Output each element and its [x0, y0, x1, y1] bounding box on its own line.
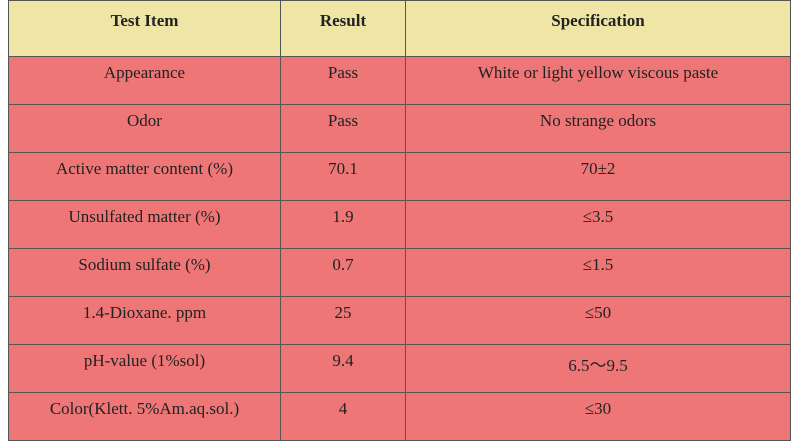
table-row: Color(Klett. 5%Am.aq.sol.) 4 ≤30: [8, 392, 791, 441]
table-cell: Color(Klett. 5%Am.aq.sol.): [8, 392, 281, 441]
table-cell: ≤1.5: [405, 248, 791, 297]
table-row: 1.4-Dioxane. ppm 25 ≤50: [8, 296, 791, 345]
table-row: Sodium sulfate (%) 0.7 ≤1.5: [8, 248, 791, 297]
table-cell: White or light yellow viscous paste: [405, 56, 791, 105]
header-cell: Result: [280, 0, 406, 57]
test-table: Test Item Result Specification Appearance P…: [8, 0, 791, 441]
table-row: Odor Pass No strange odors: [8, 104, 791, 153]
table-cell: Odor: [8, 104, 281, 153]
table-cell: Unsulfated matter (%): [8, 200, 281, 249]
table-cell: Pass: [280, 56, 406, 105]
table-row: Appearance Pass White or light yellow visc…: [8, 56, 791, 105]
table-cell: 0.7: [280, 248, 406, 297]
header-row: Test Item Result Specification: [8, 0, 791, 57]
table-cell: 9.4: [280, 344, 406, 393]
header-cell: Specification: [405, 0, 791, 57]
table-cell: 4: [280, 392, 406, 441]
table-body: Appearance Pass White or light yellow visc…: [8, 56, 791, 441]
table-cell: Appearance: [8, 56, 281, 105]
table-cell: pH-value (1%sol): [8, 344, 281, 393]
table-row: pH-value (1%sol) 9.4 6.5～9.5: [8, 344, 791, 393]
table-cell: 70±2: [405, 152, 791, 201]
table-cell: Sodium sulfate (%): [8, 248, 281, 297]
table-cell: ≤3.5: [405, 200, 791, 249]
table-cell: 6.5～9.5: [405, 344, 791, 393]
table-cell: ≤30: [405, 392, 791, 441]
table-cell: Active matter content (%): [8, 152, 281, 201]
table-cell: ≤50: [405, 296, 791, 345]
table-cell: No strange odors: [405, 104, 791, 153]
table-cell: 25: [280, 296, 406, 345]
table-cell: 1.4-Dioxane. ppm: [8, 296, 281, 345]
table-cell: 1.9: [280, 200, 406, 249]
table-cell: Pass: [280, 104, 406, 153]
table-row: Active matter content (%) 70.1 70±2: [8, 152, 791, 201]
table-row: Unsulfated matter (%) 1.9 ≤3.5: [8, 200, 791, 249]
table-cell: 70.1: [280, 152, 406, 201]
header-cell: Test Item: [8, 0, 281, 57]
